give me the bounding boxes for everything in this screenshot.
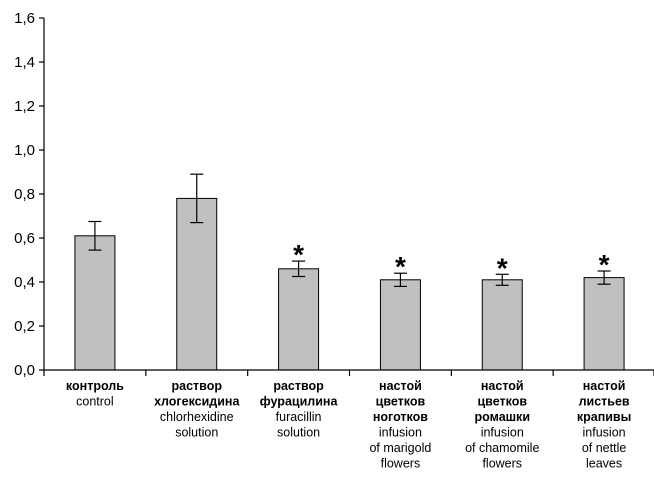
bar bbox=[481, 279, 523, 371]
category-label-ru: раствор bbox=[273, 379, 324, 393]
y-tick-label: 1,2 bbox=[14, 98, 35, 115]
significance-asterisk: * bbox=[599, 249, 610, 280]
category-label-ru: настой bbox=[583, 379, 626, 393]
significance-markers: * * * * bbox=[293, 239, 609, 283]
y-axis: 0,0 0,2 0,4 0,6 0,8 1,0 1,2 1,4 1,6 bbox=[14, 10, 45, 379]
y-tick-label: 0,8 bbox=[14, 186, 35, 203]
category-label-en: of nettle bbox=[582, 441, 627, 455]
bar bbox=[583, 277, 625, 371]
y-tick-label: 0,0 bbox=[14, 362, 35, 379]
category-label-ru: крапивы bbox=[577, 410, 631, 424]
y-tick-label: 0,6 bbox=[14, 230, 35, 247]
y-tick-label: 0,2 bbox=[14, 318, 35, 335]
error-bar bbox=[190, 173, 204, 224]
category-label-ru: фурацилина bbox=[260, 395, 339, 409]
y-tick-label: 1,4 bbox=[14, 54, 35, 71]
category-labels: контроль control раствор хлогексидинаchlorh… bbox=[66, 379, 631, 471]
y-tick-label: 0,4 bbox=[14, 274, 35, 291]
significance-asterisk: * bbox=[395, 251, 406, 282]
error-bars bbox=[88, 173, 611, 287]
category-label-ru: настой bbox=[481, 379, 524, 393]
error-bar bbox=[292, 260, 306, 278]
bar bbox=[176, 197, 218, 371]
bar bbox=[278, 268, 320, 371]
error-bar bbox=[495, 273, 509, 286]
category-label-en: furacillin bbox=[276, 410, 322, 424]
category-label-ru: листьев bbox=[579, 395, 630, 409]
significance-asterisk: * bbox=[293, 239, 304, 270]
x-axis bbox=[43, 369, 654, 376]
category-label-en: infusion bbox=[481, 426, 524, 440]
y-tick-label: 1,0 bbox=[14, 142, 35, 159]
category-label-ru: цветков bbox=[376, 395, 426, 409]
category-label-ru: контроль bbox=[66, 379, 124, 393]
category-label-en: chlorhexidine bbox=[160, 410, 234, 424]
category-label-en: flowers bbox=[482, 457, 522, 471]
category-label-en: of marigold bbox=[369, 441, 431, 455]
category-label-en: solution bbox=[175, 426, 218, 440]
significance-asterisk: * bbox=[497, 252, 508, 283]
bars bbox=[74, 197, 625, 371]
category-label-ru: раствор bbox=[172, 379, 223, 393]
bar bbox=[74, 235, 116, 371]
category-label-ru: настой bbox=[379, 379, 422, 393]
error-bar bbox=[88, 220, 102, 251]
category-label-ru: хлогексидина bbox=[154, 395, 240, 409]
category-label-en: flowers bbox=[381, 457, 421, 471]
category-label-en: leaves bbox=[586, 457, 622, 471]
category-label-en: infusion bbox=[583, 426, 626, 440]
category-label-en: solution bbox=[277, 426, 320, 440]
category-label-ru: цветков bbox=[477, 395, 527, 409]
error-bar bbox=[597, 270, 611, 285]
bar bbox=[379, 279, 421, 371]
category-label-en: control bbox=[76, 395, 114, 409]
category-label-en: of chamomile bbox=[465, 441, 539, 455]
category-label-ru: ноготков bbox=[373, 410, 428, 424]
category-label-ru: ромашки bbox=[475, 410, 531, 424]
y-tick-label: 1,6 bbox=[14, 10, 35, 27]
category-label-en: infusion bbox=[379, 426, 422, 440]
error-bar bbox=[393, 272, 407, 287]
